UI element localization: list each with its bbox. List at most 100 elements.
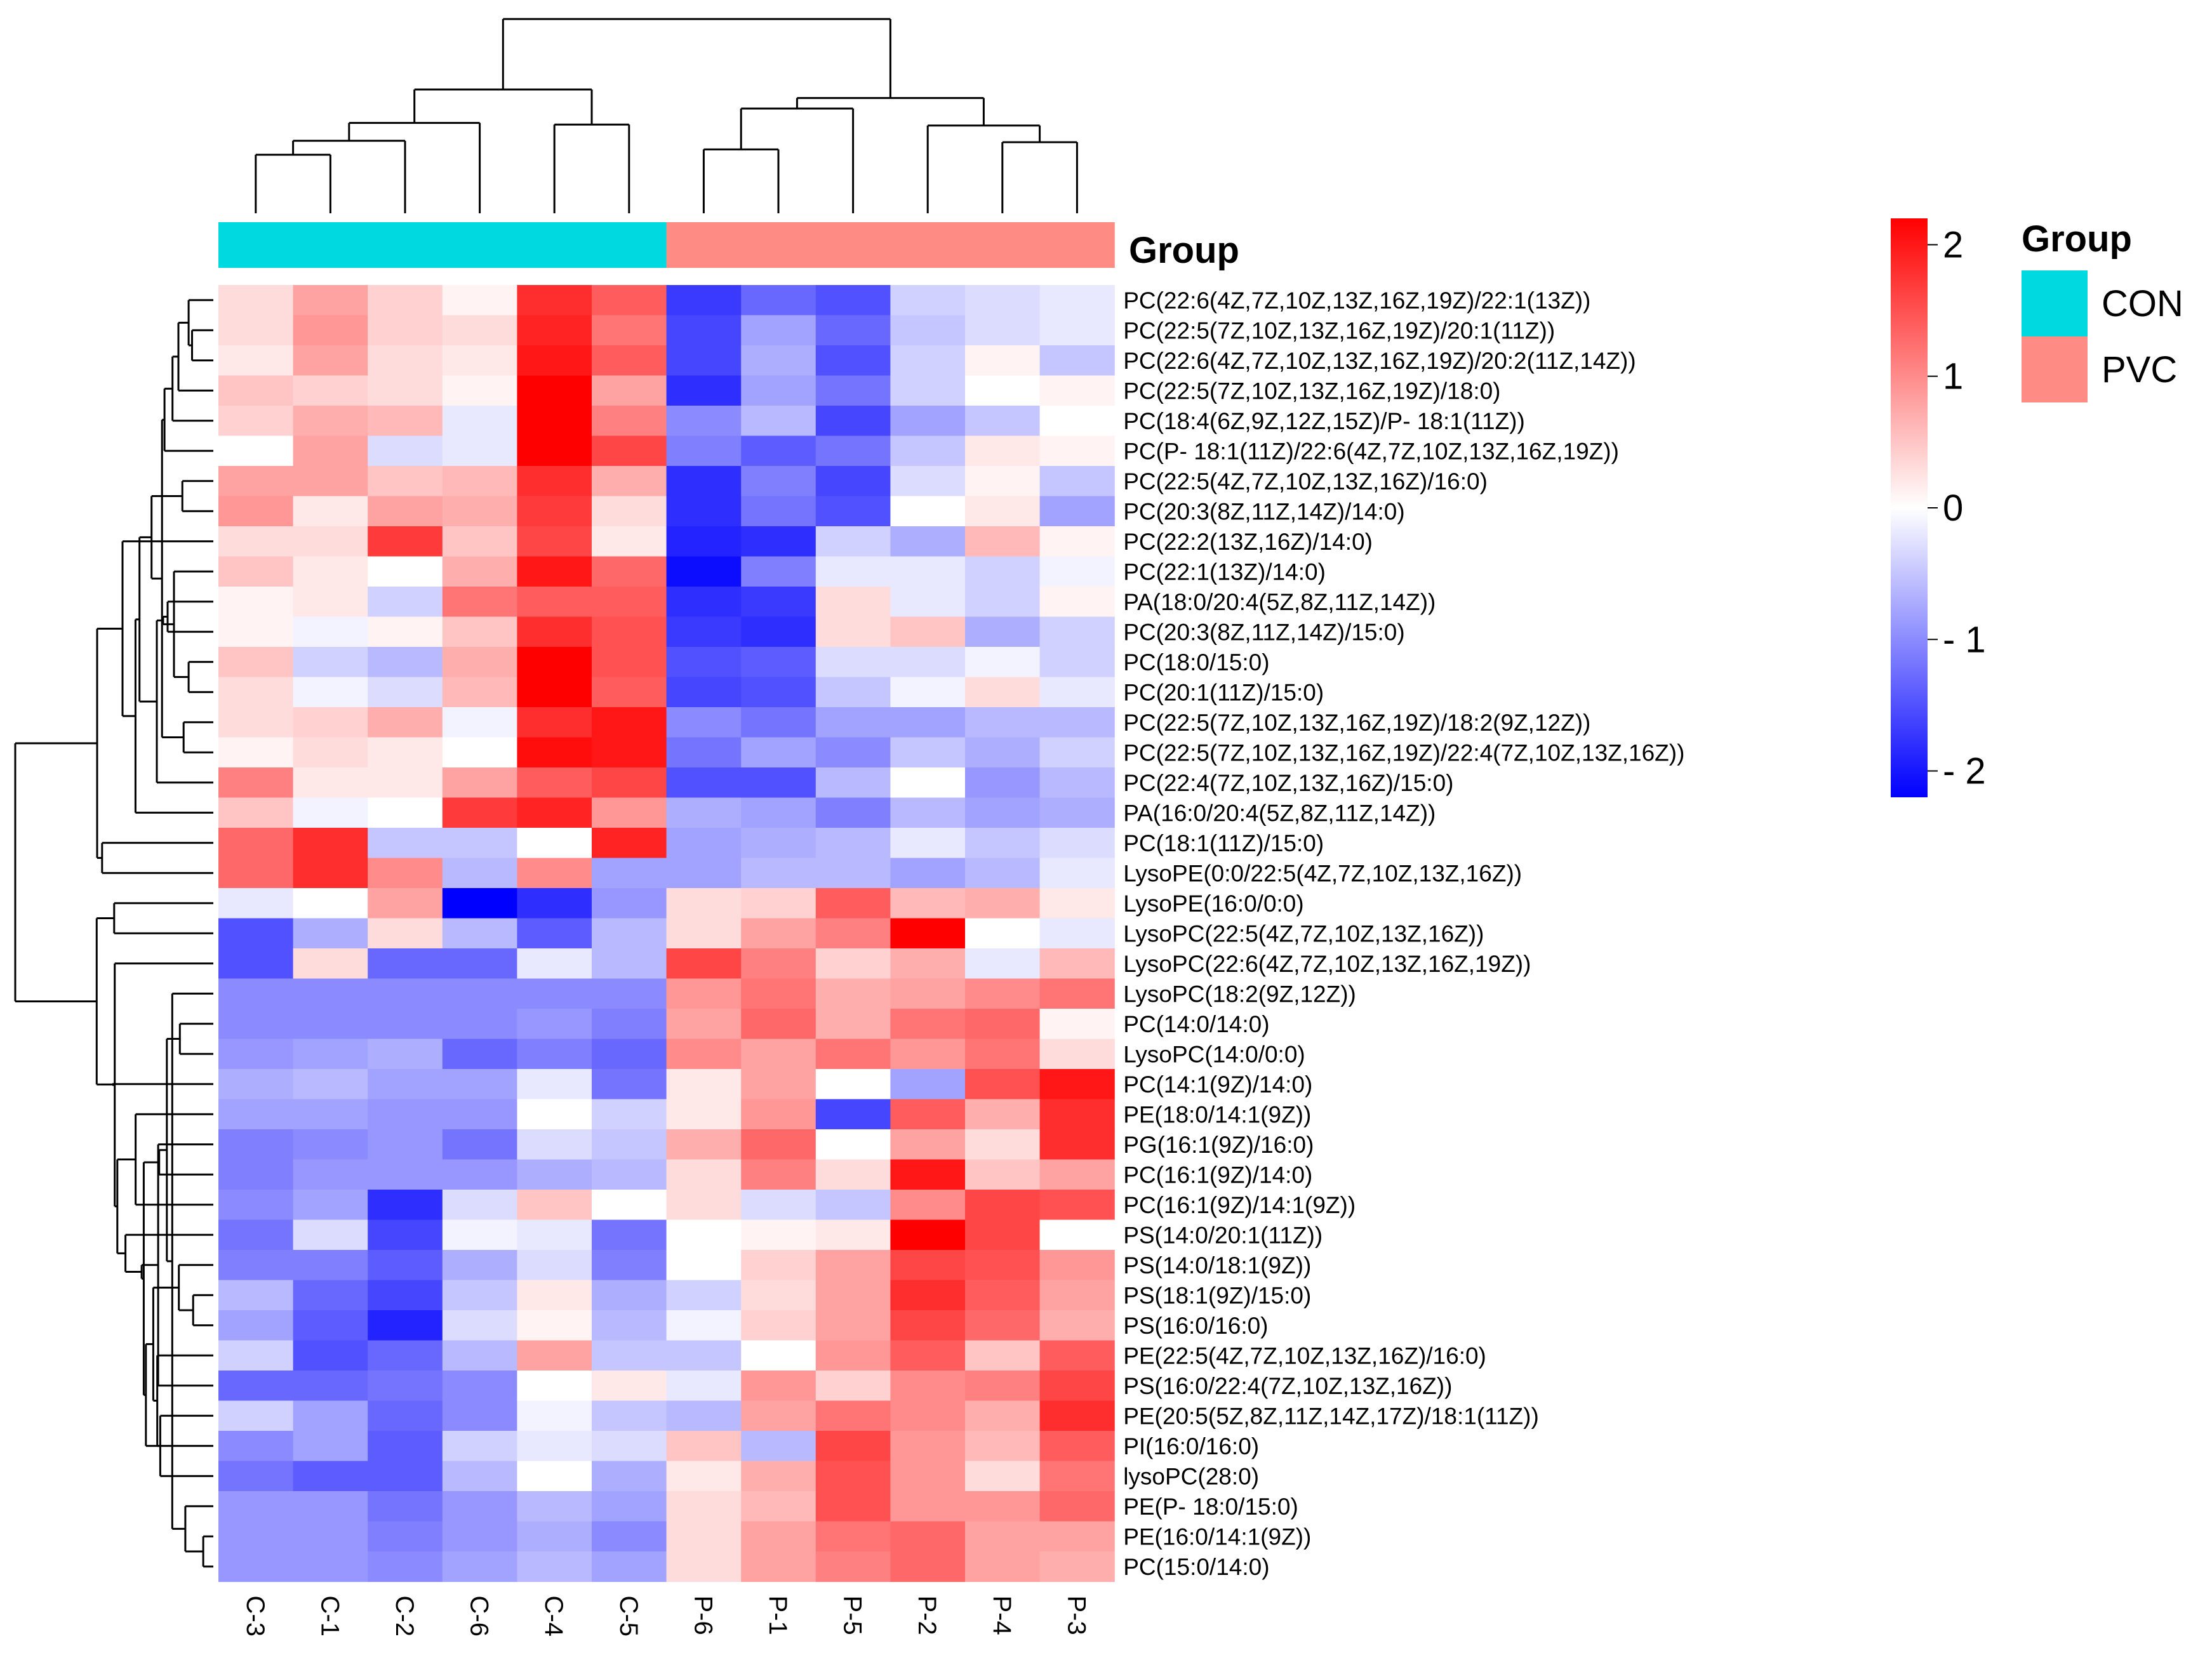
heatmap-cell	[666, 1340, 742, 1371]
heatmap-cell	[368, 1371, 443, 1402]
colorbar-tick-label: 1	[1943, 356, 1963, 397]
heatmap-cell	[442, 616, 517, 647]
heatmap-cell	[890, 345, 966, 376]
colorbar-tick-label: - 1	[1943, 619, 1986, 660]
heatmap-cell	[965, 616, 1041, 647]
heatmap-cell	[741, 1340, 816, 1371]
colorbar-tick-label: 2	[1943, 225, 1963, 266]
heatmap-cell	[890, 1069, 966, 1100]
heatmap-cell	[815, 1521, 891, 1552]
heatmap-cell	[815, 647, 891, 678]
heatmap-cell	[815, 1219, 891, 1251]
row-label: PC(22:5(7Z,10Z,13Z,16Z,19Z)/18:0)	[1123, 378, 1500, 404]
column-label: P-5	[839, 1596, 867, 1635]
heatmap-cell	[890, 1280, 966, 1311]
row-label: PE(16:0/14:1(9Z))	[1123, 1524, 1311, 1550]
heatmap-cell	[293, 1190, 368, 1221]
heatmap-cell	[218, 496, 294, 527]
row-label: PS(14:0/18:1(9Z))	[1123, 1252, 1311, 1278]
heatmap-cell	[741, 1280, 816, 1311]
heatmap-cell	[517, 496, 592, 527]
heatmap-cell	[293, 406, 368, 437]
heatmap-cell	[218, 1009, 294, 1040]
heatmap-cell	[1039, 315, 1115, 346]
heatmap-cell	[442, 948, 517, 979]
heatmap-cell	[218, 616, 294, 647]
heatmap-cell	[592, 1190, 667, 1221]
heatmap-cell	[815, 1190, 891, 1221]
heatmap-cell	[442, 918, 517, 949]
heatmap-cell	[965, 797, 1041, 828]
heatmap-cell	[368, 315, 443, 346]
heatmap-cell	[741, 1099, 816, 1130]
heatmap-cell	[890, 315, 966, 346]
heatmap-cell	[815, 1039, 891, 1070]
row-label: lysoPC(28:0)	[1123, 1463, 1259, 1489]
heatmap-cell	[890, 1400, 966, 1431]
heatmap-cell	[592, 587, 667, 618]
heatmap-cell	[218, 1250, 294, 1281]
heatmap-cell	[815, 797, 891, 828]
heatmap-cell	[741, 526, 816, 557]
heatmap-cell	[592, 1461, 667, 1492]
heatmap-cell	[815, 435, 891, 467]
heatmap-cell	[965, 1250, 1041, 1281]
row-labels: PC(22:6(4Z,7Z,10Z,13Z,16Z,19Z)/22:1(13Z)…	[1123, 288, 1684, 1580]
row-label: LysoPC(14:0/0:0)	[1123, 1041, 1305, 1067]
heatmap-cell	[293, 285, 368, 316]
legend-label: CON	[2102, 283, 2183, 324]
heatmap-cell	[218, 285, 294, 316]
row-label: PE(P- 18:0/15:0)	[1123, 1494, 1298, 1520]
heatmap-cell	[517, 767, 592, 799]
heatmap-cell	[965, 1521, 1041, 1552]
heatmap-cell	[965, 1431, 1041, 1462]
heatmap-cell	[815, 1069, 891, 1100]
heatmap-cell	[293, 315, 368, 346]
annotation-cell	[965, 222, 1041, 268]
heatmap-cell	[815, 828, 891, 859]
heatmap-cell	[442, 1400, 517, 1431]
heatmap-cell	[368, 345, 443, 376]
heatmap-cell	[442, 978, 517, 1009]
heatmap-cell	[442, 1371, 517, 1402]
heatmap-cell	[815, 1099, 891, 1130]
heatmap-cell	[592, 1159, 667, 1190]
heatmap-cell	[517, 1159, 592, 1190]
heatmap-cell	[368, 1461, 443, 1492]
heatmap-cell	[815, 918, 891, 949]
heatmap-cell	[592, 496, 667, 527]
heatmap-cell	[965, 1310, 1041, 1341]
heatmap-cell	[741, 1461, 816, 1492]
row-label: PC(22:2(13Z,16Z)/14:0)	[1123, 529, 1373, 555]
heatmap-cell	[815, 1551, 891, 1583]
heatmap-cell	[890, 435, 966, 467]
heatmap-cell	[368, 587, 443, 618]
heatmap-cell	[890, 767, 966, 799]
heatmap-cell	[368, 647, 443, 678]
heatmap-cell	[890, 466, 966, 497]
heatmap-cell	[1039, 978, 1115, 1009]
annotation-bar-title: Group	[1129, 230, 1239, 271]
heatmap-cell	[218, 647, 294, 678]
heatmap-cell	[965, 1219, 1041, 1251]
heatmap-cell	[666, 1461, 742, 1492]
row-label: PC(22:1(13Z)/14:0)	[1123, 559, 1326, 585]
heatmap-cell	[517, 828, 592, 859]
heatmap-cell	[741, 1009, 816, 1040]
heatmap-cell	[368, 1340, 443, 1371]
heatmap-cell	[741, 707, 816, 738]
row-label: PS(16:0/16:0)	[1123, 1313, 1268, 1339]
heatmap-cell	[368, 1280, 443, 1311]
heatmap-cell	[741, 375, 816, 406]
row-label: PS(18:1(9Z)/15:0)	[1123, 1282, 1311, 1308]
heatmap-cell	[517, 587, 592, 618]
heatmap-cell	[1039, 1371, 1115, 1402]
row-label: PS(14:0/20:1(11Z))	[1123, 1222, 1323, 1248]
heatmap-cell	[293, 1280, 368, 1311]
heatmap-cell	[218, 1099, 294, 1130]
heatmap-cell	[965, 1009, 1041, 1040]
heatmap-cell	[815, 858, 891, 889]
heatmap-cell	[666, 1190, 742, 1221]
heatmap-cell	[1039, 797, 1115, 828]
heatmap-cell	[592, 978, 667, 1009]
